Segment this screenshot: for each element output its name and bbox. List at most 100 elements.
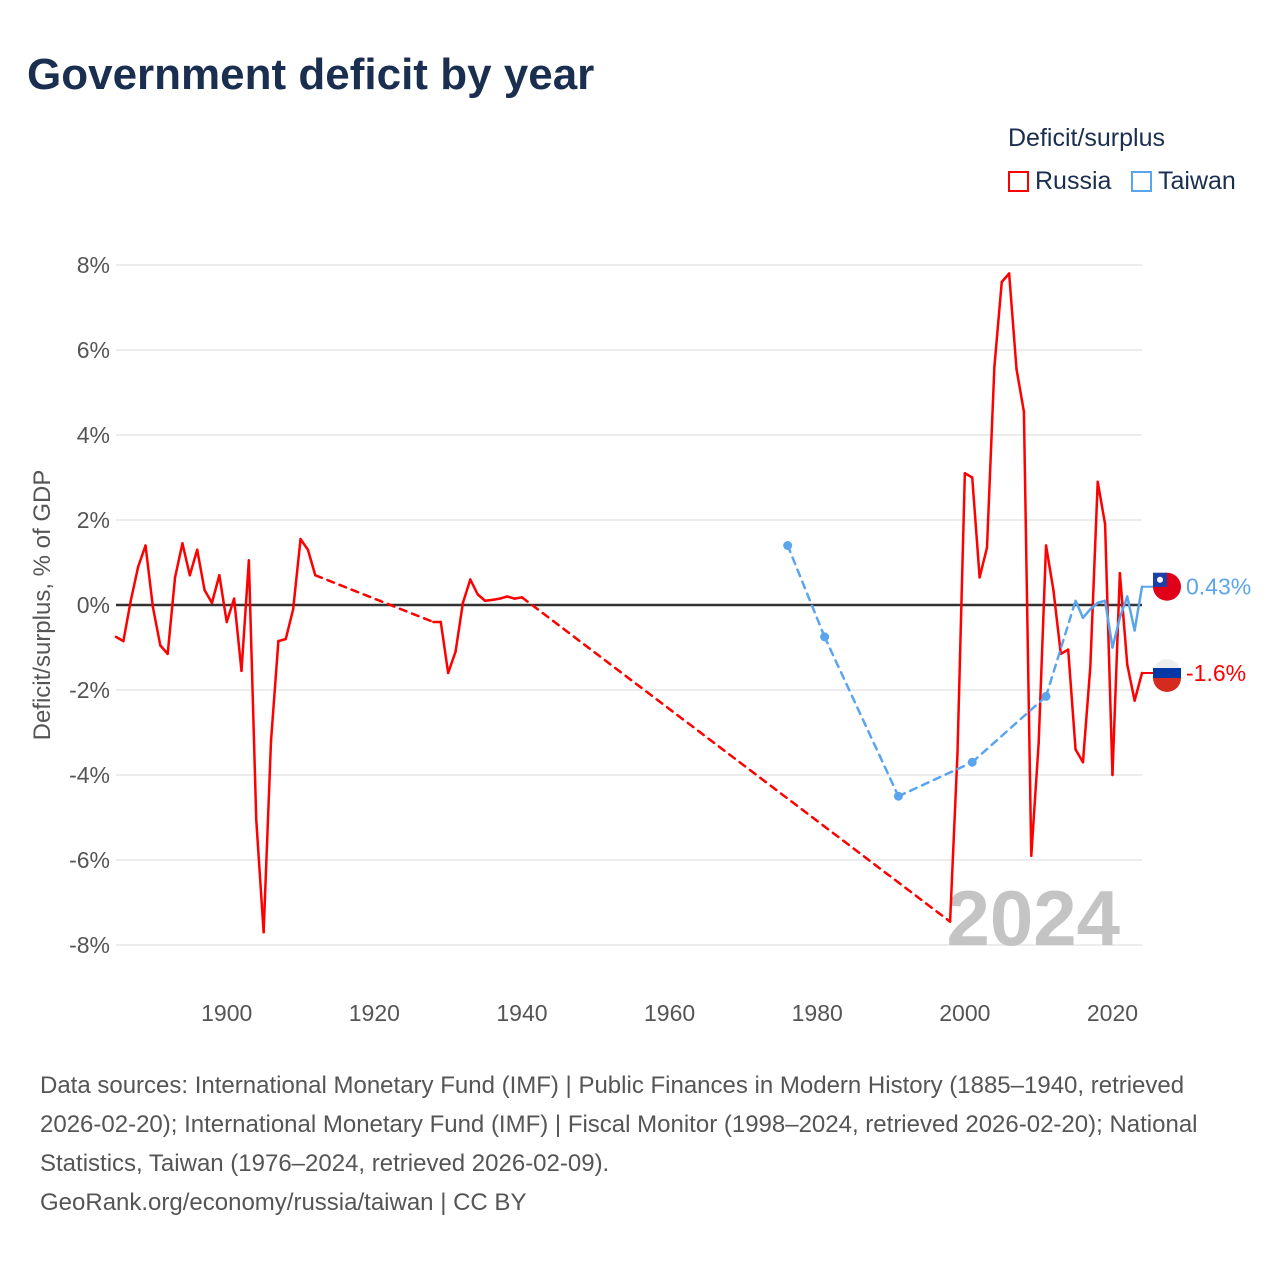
russia-segment — [476, 593, 487, 602]
taiwan-segment — [1044, 599, 1077, 698]
russia-segment — [166, 576, 177, 656]
russia-segment — [144, 544, 155, 609]
data-sources: Data sources: International Monetary Fun… — [40, 1072, 1198, 1177]
russia-segment — [173, 542, 184, 579]
russia-segment — [985, 365, 996, 549]
russia-segment — [159, 644, 169, 656]
russia-segment — [232, 597, 243, 673]
taiwan-point — [1041, 691, 1051, 701]
taiwan-segment — [1118, 595, 1129, 619]
russia-segment — [247, 559, 258, 821]
y-axis-ticks: 8% 6% 4% 2% 0% -2% -4% -6% -8% — [69, 252, 110, 958]
y-tick-label: 2% — [77, 507, 110, 533]
russia-segment — [1007, 272, 1018, 371]
russia-flag-icon — [1153, 659, 1181, 692]
taiwan-segment — [1125, 595, 1136, 632]
russia-segment — [195, 548, 206, 592]
credit-link[interactable]: GeoRank.org/economy/russia/taiwan | CC B… — [40, 1189, 527, 1216]
flag-red — [1153, 678, 1181, 692]
russia-segment — [1037, 544, 1048, 745]
y-axis-label: Deficit/surplus, % of GDP — [29, 470, 56, 741]
x-tick-label: 2000 — [939, 1000, 990, 1026]
russia-segment — [262, 739, 273, 934]
russia-segment — [446, 650, 457, 675]
russia-segment — [970, 476, 981, 579]
y-tick-label: -6% — [69, 847, 110, 873]
russia-segment — [1111, 571, 1122, 777]
russia-segment — [114, 635, 125, 643]
taiwan-segment — [1111, 616, 1122, 649]
russia-segment — [225, 597, 236, 624]
russia-segment — [454, 601, 465, 653]
x-tick-label: 2020 — [1087, 1000, 1138, 1026]
russia-segment — [254, 818, 265, 934]
russia-segment — [269, 639, 280, 743]
russia-segment — [1044, 544, 1055, 592]
russia-segment — [1030, 741, 1040, 857]
taiwan-segment — [970, 695, 1048, 764]
legend-item-russia[interactable]: Russia — [1008, 167, 1111, 196]
end-markers: -1.6% 0.43% — [1142, 572, 1251, 692]
taiwan-segment — [1081, 608, 1092, 619]
russia-segment — [240, 559, 251, 673]
legend-label: Taiwan — [1158, 167, 1236, 195]
russia-segment — [469, 578, 479, 596]
russia-segment — [520, 596, 952, 923]
russia-segment — [1059, 648, 1070, 656]
russia-segment — [299, 537, 310, 551]
russia-segment — [461, 578, 472, 605]
taiwan-point — [893, 791, 903, 801]
russia-segment — [1052, 588, 1063, 656]
flag-blue — [1153, 668, 1181, 678]
russia-segment — [505, 595, 516, 600]
russia-segment — [129, 565, 140, 602]
russia-segment — [1066, 648, 1077, 751]
taiwan-segment — [1096, 599, 1107, 605]
russia-segment — [188, 548, 199, 577]
russia-segment — [218, 574, 228, 624]
taiwan-segment — [897, 761, 974, 798]
x-tick-label: 1980 — [792, 1000, 843, 1026]
taiwan-point — [820, 632, 830, 642]
russia-segment — [1118, 571, 1129, 666]
russia-segment — [151, 605, 162, 647]
taiwan-segment — [823, 635, 900, 798]
y-tick-label: 0% — [77, 592, 110, 618]
russia-end-label: -1.6% — [1186, 660, 1246, 686]
taiwan-segment — [1133, 585, 1144, 632]
x-tick-label: 1960 — [644, 1000, 695, 1026]
russia-segment — [314, 574, 435, 624]
legend-label: Russia — [1035, 167, 1112, 195]
russia-segment — [948, 752, 959, 923]
russia-segment — [122, 599, 133, 643]
russia-segment — [1096, 480, 1107, 526]
taiwan-segment — [1089, 601, 1099, 611]
russia-swatch — [1008, 171, 1029, 192]
current-year-watermark: 2024 — [946, 874, 1120, 962]
taiwan-point — [967, 757, 977, 767]
y-tick-label: 8% — [77, 252, 110, 278]
grid-lines — [116, 264, 1142, 946]
taiwan-segment — [1074, 599, 1085, 619]
russia-segment — [277, 637, 288, 643]
legend-item-taiwan[interactable]: Taiwan — [1131, 167, 1236, 196]
russia-segment — [439, 620, 450, 675]
russia-segment — [1133, 671, 1144, 702]
russia-segment — [993, 280, 1004, 369]
russia-segment — [291, 537, 302, 611]
taiwan-end-label: 0.43% — [1186, 574, 1251, 600]
legend-title: Deficit/surplus — [1008, 124, 1165, 152]
taiwan-segment — [786, 544, 826, 639]
chart-title: Government deficit by year — [27, 50, 595, 99]
y-tick-label: -8% — [69, 932, 110, 958]
x-tick-label: 1900 — [201, 1000, 252, 1026]
russia-segment — [1022, 410, 1033, 857]
russia-segment — [956, 472, 967, 755]
taiwan-swatch — [1131, 171, 1152, 192]
russia-segment — [210, 574, 221, 605]
taiwan-point — [783, 541, 793, 550]
russia-segment — [978, 546, 989, 579]
russia-segment — [1103, 523, 1114, 777]
russia-segment — [136, 544, 147, 568]
taiwan-flag-icon — [1153, 572, 1181, 601]
